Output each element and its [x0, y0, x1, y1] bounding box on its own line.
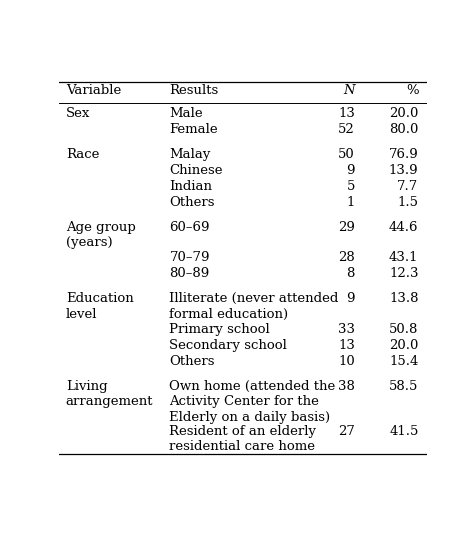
Text: Sex: Sex	[66, 107, 90, 120]
Text: 70–79: 70–79	[169, 251, 210, 264]
Text: 76.9: 76.9	[389, 148, 419, 161]
Text: Race: Race	[66, 148, 99, 161]
Text: Indian: Indian	[169, 180, 212, 193]
Text: Others: Others	[169, 196, 215, 209]
Text: 13.9: 13.9	[389, 164, 419, 177]
Text: 12.3: 12.3	[389, 268, 419, 280]
Text: Chinese: Chinese	[169, 164, 223, 177]
Text: 5: 5	[346, 180, 355, 193]
Text: 13: 13	[338, 107, 355, 120]
Text: 13: 13	[338, 339, 355, 352]
Text: Education
level: Education level	[66, 292, 134, 320]
Text: Resident of an elderly
residential care home: Resident of an elderly residential care …	[169, 425, 317, 453]
Text: 41.5: 41.5	[389, 425, 419, 438]
Text: 10: 10	[338, 355, 355, 368]
Text: %: %	[406, 84, 419, 98]
Text: 29: 29	[338, 221, 355, 234]
Text: 60–69: 60–69	[169, 221, 210, 234]
Text: 50.8: 50.8	[389, 323, 419, 336]
Text: 50: 50	[338, 148, 355, 161]
Text: 80.0: 80.0	[389, 123, 419, 136]
Text: 20.0: 20.0	[389, 339, 419, 352]
Text: 9: 9	[346, 292, 355, 305]
Text: Age group
(years): Age group (years)	[66, 221, 136, 249]
Text: 20.0: 20.0	[389, 107, 419, 120]
Text: Primary school: Primary school	[169, 323, 270, 336]
Text: Variable: Variable	[66, 84, 121, 98]
Text: 28: 28	[338, 251, 355, 264]
Text: 9: 9	[346, 164, 355, 177]
Text: 38: 38	[338, 380, 355, 393]
Text: 33: 33	[338, 323, 355, 336]
Text: Living
arrangement: Living arrangement	[66, 380, 154, 408]
Text: 15.4: 15.4	[389, 355, 419, 368]
Text: 1: 1	[346, 196, 355, 209]
Text: Illiterate (never attended
formal education): Illiterate (never attended formal educat…	[169, 292, 339, 320]
Text: N: N	[343, 84, 355, 98]
Text: Female: Female	[169, 123, 218, 136]
Text: Malay: Malay	[169, 148, 211, 161]
Text: 27: 27	[338, 425, 355, 438]
Text: 1.5: 1.5	[398, 196, 419, 209]
Text: Secondary school: Secondary school	[169, 339, 287, 352]
Text: Own home (attended the
Activity Center for the
Elderly on a daily basis): Own home (attended the Activity Center f…	[169, 380, 336, 423]
Text: 7.7: 7.7	[397, 180, 419, 193]
Text: Male: Male	[169, 107, 203, 120]
Text: 44.6: 44.6	[389, 221, 419, 234]
Text: 58.5: 58.5	[389, 380, 419, 393]
Text: 13.8: 13.8	[389, 292, 419, 305]
Text: Others: Others	[169, 355, 215, 368]
Text: 8: 8	[346, 268, 355, 280]
Text: 43.1: 43.1	[389, 251, 419, 264]
Text: 80–89: 80–89	[169, 268, 210, 280]
Text: 52: 52	[338, 123, 355, 136]
Text: Results: Results	[169, 84, 219, 98]
